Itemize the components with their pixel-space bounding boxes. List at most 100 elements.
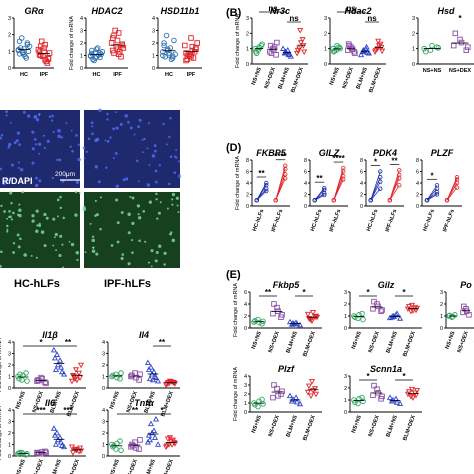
data-point bbox=[109, 373, 115, 380]
y-tick-label: 3 bbox=[102, 352, 105, 358]
y-tick-label: 0 bbox=[80, 66, 83, 72]
data-point bbox=[23, 55, 29, 61]
cell-nucleus bbox=[133, 133, 136, 136]
paired-line bbox=[314, 187, 325, 201]
data-point bbox=[42, 379, 48, 386]
category-label: NS+NS bbox=[423, 68, 442, 74]
cell-nucleus bbox=[116, 221, 120, 225]
data-point bbox=[51, 432, 59, 438]
category-label: BLM+NS bbox=[49, 458, 63, 474]
cell-nucleus bbox=[163, 263, 166, 266]
chart-title: Il6 bbox=[45, 398, 56, 408]
data-point bbox=[166, 435, 174, 441]
chart-title: Fkbp5 bbox=[273, 280, 300, 290]
panel-label-e: (E) bbox=[226, 269, 241, 281]
cell-nucleus bbox=[99, 196, 103, 199]
cell-nucleus bbox=[38, 179, 42, 183]
data-point bbox=[189, 44, 195, 50]
cell-nucleus bbox=[175, 196, 179, 200]
data-point bbox=[371, 298, 377, 305]
category-label: NS+NS bbox=[109, 390, 121, 410]
chart-title: Hdac2 bbox=[344, 6, 371, 16]
cell-nucleus bbox=[87, 137, 91, 141]
data-point bbox=[164, 436, 172, 442]
cell-nucleus bbox=[106, 112, 109, 116]
cell-nucleus bbox=[0, 136, 2, 140]
y-tick-label: 2 bbox=[152, 41, 155, 47]
paired-line bbox=[389, 174, 400, 201]
data-point bbox=[113, 371, 119, 377]
y-tick-label: 2 bbox=[80, 41, 83, 47]
data-point bbox=[39, 376, 45, 382]
chart-title: Scnn1a bbox=[370, 364, 402, 374]
data-point bbox=[387, 198, 392, 203]
cell-nucleus bbox=[138, 118, 142, 122]
data-point bbox=[53, 429, 61, 436]
chart-e-fkbp5: Fkbp5 0 2 4 6 Fold change of mRNA NS+NS NS+DEX B… bbox=[233, 280, 322, 358]
y-tick-label: 8 bbox=[416, 158, 419, 164]
data-point bbox=[72, 367, 80, 373]
data-point bbox=[363, 43, 370, 50]
data-point bbox=[356, 312, 362, 318]
chart-title: PDK4 bbox=[373, 148, 397, 158]
cell-nucleus bbox=[77, 157, 81, 162]
data-point bbox=[169, 53, 176, 59]
cell-nucleus bbox=[56, 198, 60, 202]
cell-nucleus bbox=[9, 191, 13, 195]
significance-label: ns bbox=[346, 4, 356, 13]
cell-nucleus bbox=[131, 251, 134, 254]
data-point bbox=[370, 392, 376, 398]
y-tick-label: 2 bbox=[102, 431, 105, 437]
cell-nucleus bbox=[70, 129, 73, 132]
cell-nucleus bbox=[136, 204, 141, 208]
cell-nucleus bbox=[40, 230, 45, 234]
data-point bbox=[379, 307, 385, 313]
y-tick-label: 4 bbox=[416, 181, 419, 187]
data-point bbox=[42, 41, 48, 48]
data-point bbox=[254, 198, 259, 203]
data-point bbox=[19, 377, 25, 383]
cell-nucleus bbox=[168, 135, 171, 138]
data-point bbox=[360, 398, 366, 404]
data-point bbox=[110, 35, 116, 41]
significance-label: ** bbox=[132, 406, 139, 415]
cell-nucleus bbox=[76, 258, 79, 262]
category-label: NS+DEX bbox=[268, 330, 281, 353]
chart-d-fkbp5: FKBP5 0 2 4 6 8 Fold change of mRNA HC-hLFs IPF-… bbox=[235, 148, 290, 233]
chart-title: Il4 bbox=[139, 330, 149, 340]
data-point bbox=[148, 429, 156, 436]
chart-title: Gilz bbox=[378, 280, 395, 290]
category-label: NS+NS bbox=[15, 390, 27, 410]
stain-label: R/DAPI bbox=[2, 176, 33, 186]
cell-nucleus bbox=[5, 181, 8, 184]
cell-nucleus bbox=[171, 203, 174, 206]
y-tick-label: 0 bbox=[440, 326, 443, 332]
ipf-dapi-image bbox=[84, 110, 180, 188]
data-point bbox=[286, 392, 294, 399]
cell-nucleus bbox=[158, 244, 162, 248]
data-point bbox=[283, 49, 290, 55]
data-point bbox=[341, 165, 346, 171]
cell-nucleus bbox=[0, 204, 3, 208]
scale-bar-label: 200μm bbox=[55, 171, 75, 178]
y-tick-label: 2 bbox=[246, 193, 249, 199]
data-point bbox=[274, 304, 280, 311]
category-label: HC-hLFs bbox=[252, 209, 265, 233]
data-point bbox=[379, 393, 385, 400]
y-tick-label: 4 bbox=[102, 408, 105, 414]
data-point bbox=[154, 441, 162, 447]
data-point bbox=[152, 415, 160, 422]
data-point bbox=[308, 318, 316, 325]
cell-nucleus bbox=[6, 230, 9, 233]
cell-nucleus bbox=[52, 130, 55, 133]
cell-nucleus bbox=[154, 169, 158, 173]
data-point bbox=[275, 393, 281, 399]
significance-label: ** bbox=[265, 288, 272, 297]
data-point bbox=[166, 52, 172, 58]
cell-nucleus bbox=[16, 131, 21, 135]
data-point bbox=[294, 47, 301, 54]
chart-title: HSD11b1 bbox=[161, 6, 200, 16]
